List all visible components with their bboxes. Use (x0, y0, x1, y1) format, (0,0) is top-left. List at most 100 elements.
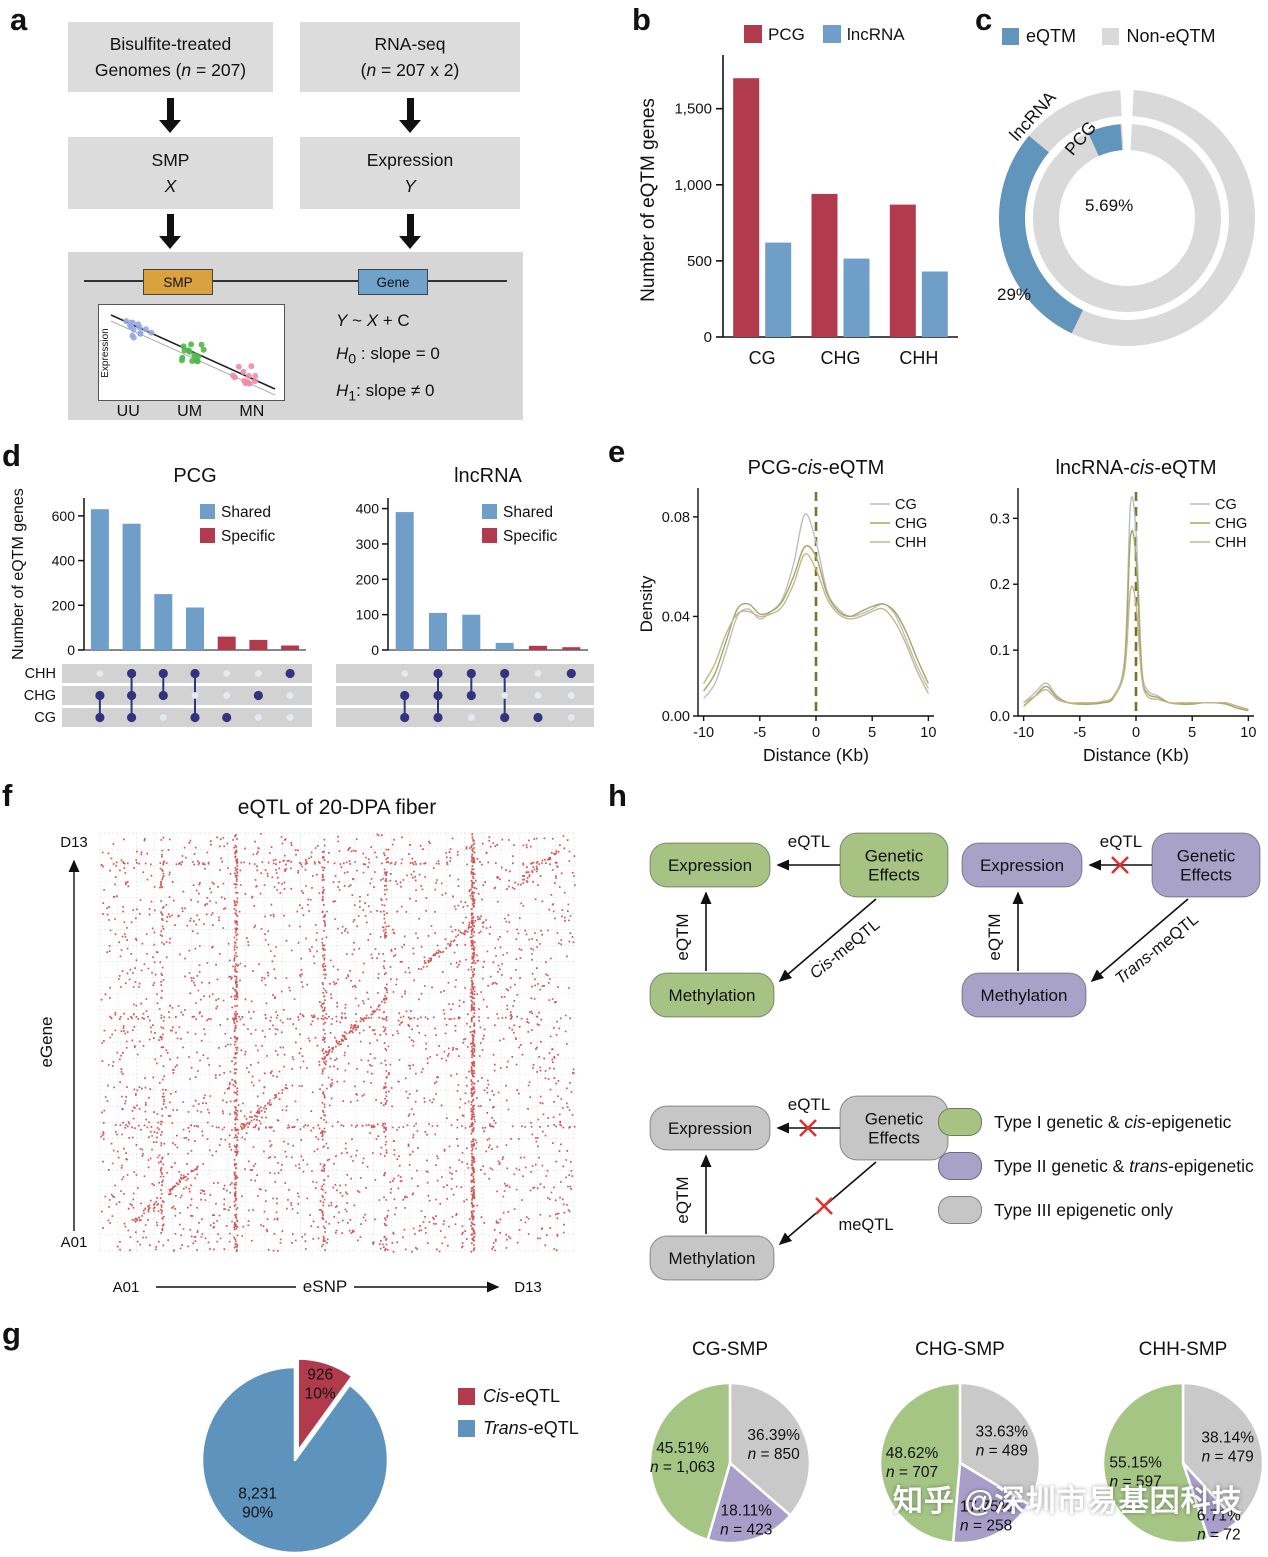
smp-line1: SMP (151, 149, 190, 170)
genetic-effects-node-label: Genetic (1177, 847, 1236, 866)
upset-bar (154, 594, 173, 650)
chart-title: PCG-cis-eQTM (748, 457, 885, 479)
expression-node-label: Expression (668, 856, 752, 875)
matrix-dot-off (467, 714, 475, 721)
panel-a-label: a (10, 2, 28, 37)
matrix-dot-off (567, 714, 575, 721)
slice-label: n = 423 (720, 1521, 772, 1538)
pie-slice-Trans-eQTL (200, 1365, 390, 1555)
expression-box: Expression Y (300, 137, 520, 209)
y-axis-label: Density (637, 575, 656, 632)
slice-label: n = 489 (976, 1442, 1028, 1459)
upset-bar (217, 636, 236, 650)
eqtl-scatter-chart: eQTL of 20-DPA fiber D13 A01 eGene A01 eSNP D1… (37, 796, 576, 1297)
pcg-pct-label: 5.69% (1085, 196, 1133, 215)
smp-line2: X (164, 176, 177, 196)
xtick-mn: MN (239, 403, 265, 420)
upset-bar (249, 639, 268, 650)
slice-label: 10% (305, 1385, 336, 1402)
panel-f-label: f (2, 778, 13, 813)
slice-label: n = 72 (1197, 1527, 1241, 1544)
cluster-dot (130, 326, 137, 333)
matrix-dot-on (285, 668, 295, 679)
svg-text:5: 5 (1188, 725, 1196, 741)
cluster-dot (230, 372, 236, 379)
slice-label: 38.14% (1201, 1430, 1254, 1447)
set-label-CG: CG (34, 710, 56, 726)
svg-text:-5: -5 (1073, 725, 1086, 741)
y-axis-label: eGene (37, 1016, 56, 1067)
legend-label-CG: CG (1215, 497, 1237, 513)
eqtm-swatch (1002, 28, 1019, 45)
cluster-dot (195, 353, 202, 360)
x-category-label: CG (749, 348, 776, 368)
matrix-dot-off (159, 714, 167, 721)
pie-title: CG-SMP (692, 1339, 768, 1360)
pie-slice-Type I (878, 1381, 962, 1544)
svg-text:10: 10 (1240, 725, 1256, 741)
y-end-label: D13 (60, 834, 88, 851)
cluster-dot (240, 368, 247, 375)
matrix-dot-on (95, 712, 105, 723)
down-arrow-icon (159, 214, 181, 249)
cluster-dot (245, 372, 252, 379)
x-axis-label: Distance (Kb) (1083, 745, 1189, 765)
chart-title: PCG (173, 465, 216, 487)
slice-label: 17.75% (960, 1498, 1013, 1515)
matrix-dot-on (533, 712, 543, 723)
matrix-dot-on (222, 712, 232, 723)
slice-label: 6.71% (1197, 1508, 1241, 1525)
svg-text:0.3: 0.3 (990, 511, 1010, 527)
svg-text:-10: -10 (693, 725, 714, 741)
type2-swatch (938, 1152, 982, 1180)
slice-label: n = 850 (748, 1446, 801, 1463)
legend-label: Trans-eQTL (483, 1418, 579, 1438)
legend-label-Shared: Shared (221, 504, 271, 521)
eqtm-label: eQTM (673, 913, 692, 960)
cg-smp-pie: CG-SMP 36.39% n = 850 18.11% n = 423 45.51% n … (648, 1339, 812, 1545)
genetic-effects-node-label: Effects (868, 1129, 920, 1148)
type1-swatch (938, 1108, 982, 1136)
bar-PCG-CHH (889, 204, 916, 337)
legend-swatch-Specific (200, 528, 215, 543)
svg-text:400: 400 (356, 501, 380, 517)
svg-text:0.0: 0.0 (990, 709, 1010, 725)
chart-title: lncRNA-cis-eQTM (1055, 457, 1216, 479)
cluster-dot (246, 380, 253, 387)
model-box: SMP Gene Expression UU UM MN Y ~ X + C H… (68, 252, 523, 420)
formula-line2: H0 : slope = 0 (336, 344, 440, 368)
xtick-um: UM (177, 403, 203, 420)
slice-label: 90% (242, 1504, 273, 1521)
formula-line1: Y ~ X + C (336, 311, 410, 330)
matrix-dot-off (96, 670, 104, 677)
bar-PCG-CHG (811, 193, 838, 337)
pie-slice-Cis-eQTL (296, 1357, 354, 1453)
matrix-dot-on (95, 690, 105, 701)
expression-node-label: Expression (668, 1119, 752, 1138)
pcg-density-chart: PCG-cis-eQTM 0.00 0.04 0.08 -10 -5 0 5 10 Distanc… (637, 457, 936, 765)
matrix-dot-off (255, 670, 262, 677)
legend-item-eqtm: eQTM (1002, 26, 1076, 47)
bar-lncRNA-CG (765, 242, 792, 337)
svg-text:0.08: 0.08 (662, 510, 690, 526)
matrix-row (62, 686, 312, 705)
matrix-dot-on (466, 668, 476, 679)
y-axis-label: Number of eQTM genes (638, 98, 659, 302)
svg-text:10: 10 (920, 725, 936, 741)
matrix-dot-on (158, 668, 168, 679)
legend-label-CHH: CHH (895, 535, 926, 551)
cluster-dot (185, 347, 192, 354)
legend-label-PCG: PCG (768, 25, 805, 44)
matrix-dot-off (223, 670, 231, 677)
watermark: 知乎 @深圳市易基因科技 (893, 1485, 1243, 1518)
chart-title: eQTL of 20-DPA fiber (238, 796, 436, 819)
slice-label: 33.63% (976, 1423, 1029, 1440)
ring-PCG-eqtm (1088, 124, 1123, 157)
legend-label-Shared: Shared (503, 504, 553, 521)
type3-label: Type III epigenetic only (994, 1199, 1173, 1220)
cluster-dot (189, 358, 196, 364)
pie-slice-Type III (1181, 1381, 1265, 1524)
